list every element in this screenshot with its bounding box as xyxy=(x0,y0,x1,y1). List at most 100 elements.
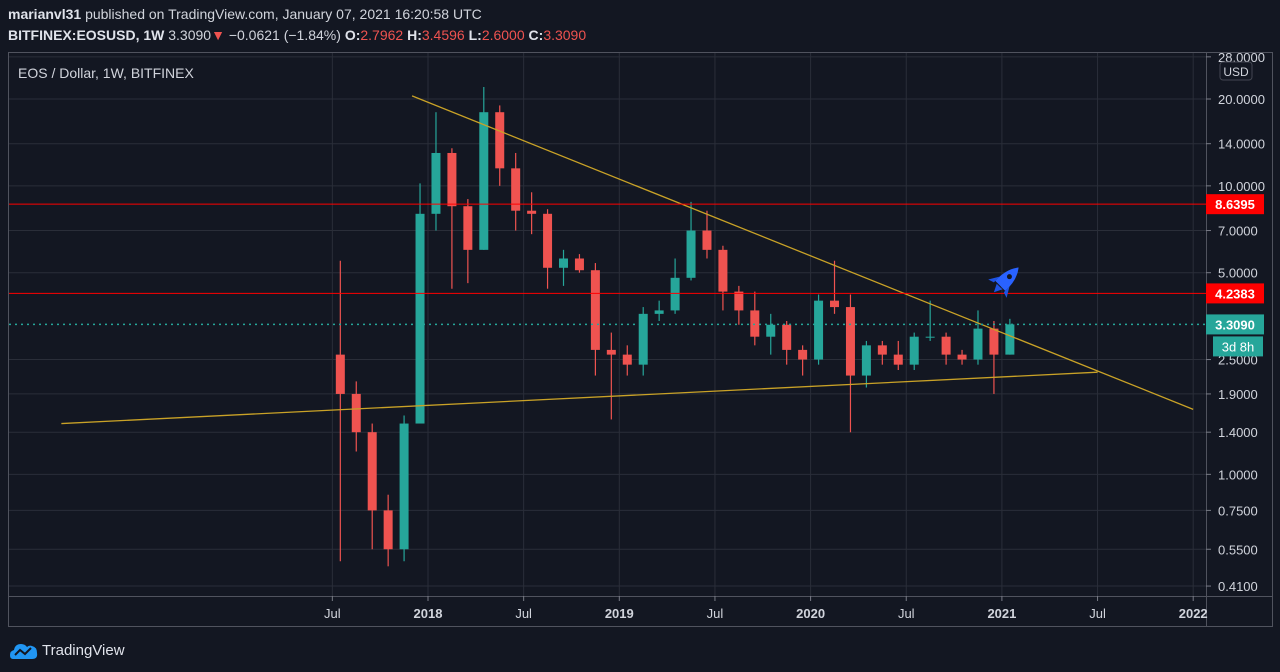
candle xyxy=(893,340,903,370)
price-tick-label: 1.0000 xyxy=(1218,467,1258,482)
candle xyxy=(798,345,808,376)
candle-body xyxy=(415,213,425,424)
candle xyxy=(527,192,537,235)
publisher-name[interactable]: marianvl31 xyxy=(8,6,82,22)
open-value: 2.7962 xyxy=(360,27,404,43)
logo-text: TradingView xyxy=(42,641,125,659)
bar-countdown-tag xyxy=(1213,336,1263,357)
candle xyxy=(877,340,887,365)
candle-body xyxy=(351,393,361,433)
candle xyxy=(622,345,632,376)
candle-body xyxy=(798,349,808,360)
publish-info: marianvl31 published on TradingView.com,… xyxy=(8,6,482,22)
candle-body xyxy=(782,324,792,350)
candle xyxy=(686,201,696,281)
candle-body xyxy=(877,345,887,355)
candle xyxy=(766,313,776,355)
candle-body xyxy=(766,324,776,337)
candle xyxy=(638,307,648,376)
candle xyxy=(957,349,967,365)
time-tick-label: 2018 xyxy=(414,606,443,621)
candle-body xyxy=(367,432,377,511)
candle xyxy=(989,321,999,394)
candle-body xyxy=(845,307,855,376)
candle xyxy=(861,340,871,388)
candle xyxy=(590,263,600,376)
candle xyxy=(830,260,840,314)
bar-countdown-label: 3d 8h xyxy=(1222,339,1255,354)
high-value: 3.4596 xyxy=(421,27,465,43)
candle-body xyxy=(734,291,744,311)
currency-label: USD xyxy=(1223,65,1249,79)
rocket-body xyxy=(995,267,1019,291)
candle xyxy=(718,245,728,311)
candle xyxy=(415,183,425,424)
axes: 28.0000 20.0000 14.0000 10.0000 7.0000 5.0000… xyxy=(324,50,1265,621)
candle xyxy=(941,332,951,365)
close-value: 3.3090 xyxy=(543,27,587,43)
low-label: L: xyxy=(468,27,482,43)
price-tick-label: 0.5500 xyxy=(1218,542,1258,557)
candle-body xyxy=(909,336,919,365)
tradingview-logo[interactable]: TradingView xyxy=(10,640,125,660)
candle xyxy=(654,300,664,322)
candle xyxy=(559,249,569,286)
time-tick-label: 2019 xyxy=(605,606,634,621)
candle-body xyxy=(606,349,616,355)
candle-body xyxy=(654,310,664,314)
candle-body xyxy=(479,112,489,250)
chart-title: EOS / Dollar, 1W, BITFINEX xyxy=(18,65,194,81)
candle xyxy=(367,423,377,550)
candle xyxy=(925,300,935,341)
price-level-tag xyxy=(1206,314,1264,335)
candle-body xyxy=(463,206,473,250)
candle-body xyxy=(527,210,537,214)
time-tick-label: Jul xyxy=(1089,606,1106,621)
price-tick-label: 20.0000 xyxy=(1218,92,1265,107)
candle-body xyxy=(511,168,521,211)
low-value: 2.6000 xyxy=(481,27,525,43)
price-tick-label: 10.0000 xyxy=(1218,179,1265,194)
candle-body xyxy=(941,336,951,355)
trend-line xyxy=(411,95,1194,410)
price-tick-label: 28.0000 xyxy=(1218,50,1265,65)
candle xyxy=(431,112,441,231)
price-tick-label: 1.4000 xyxy=(1218,425,1258,440)
price-level-label: 8.6395 xyxy=(1215,197,1255,212)
candle-body xyxy=(399,423,409,550)
candle-body xyxy=(893,354,903,365)
price-level-tag xyxy=(1206,283,1264,304)
candle xyxy=(351,381,361,452)
published-text: published on TradingView.com, January 07… xyxy=(85,6,482,22)
high-label: H: xyxy=(407,27,422,43)
time-tick-label: Jul xyxy=(515,606,532,621)
candle-body xyxy=(925,336,935,338)
down-arrow-icon: ▼ xyxy=(211,27,225,43)
candle-body xyxy=(447,152,457,207)
candle xyxy=(670,258,680,314)
candle xyxy=(909,332,919,370)
candle xyxy=(1005,318,1015,355)
price-tick-label: 0.4100 xyxy=(1218,579,1258,594)
candle-body xyxy=(702,230,712,250)
time-tick-label: Jul xyxy=(898,606,915,621)
time-tick-label: Jul xyxy=(707,606,724,621)
price-level-label: 3.3090 xyxy=(1215,317,1255,332)
candle xyxy=(543,209,553,289)
candle xyxy=(845,294,855,433)
candle-body xyxy=(750,310,760,337)
close-label: C: xyxy=(528,27,544,43)
candle xyxy=(335,260,345,562)
price-level-label: 4.2383 xyxy=(1215,286,1255,301)
symbol-info: BITFINEX:EOSUSD, 1W 3.3090▼ −0.0621 (−1.… xyxy=(8,27,586,43)
candle xyxy=(574,254,584,273)
candle xyxy=(702,210,712,259)
price-tick-label: 5.0000 xyxy=(1218,266,1258,281)
candle-body xyxy=(830,300,840,308)
trend-line xyxy=(61,371,1098,425)
candle xyxy=(479,87,489,250)
time-tick-label: 2021 xyxy=(987,606,1016,621)
time-tick-label: 2022 xyxy=(1179,606,1208,621)
candle-body xyxy=(590,270,600,350)
